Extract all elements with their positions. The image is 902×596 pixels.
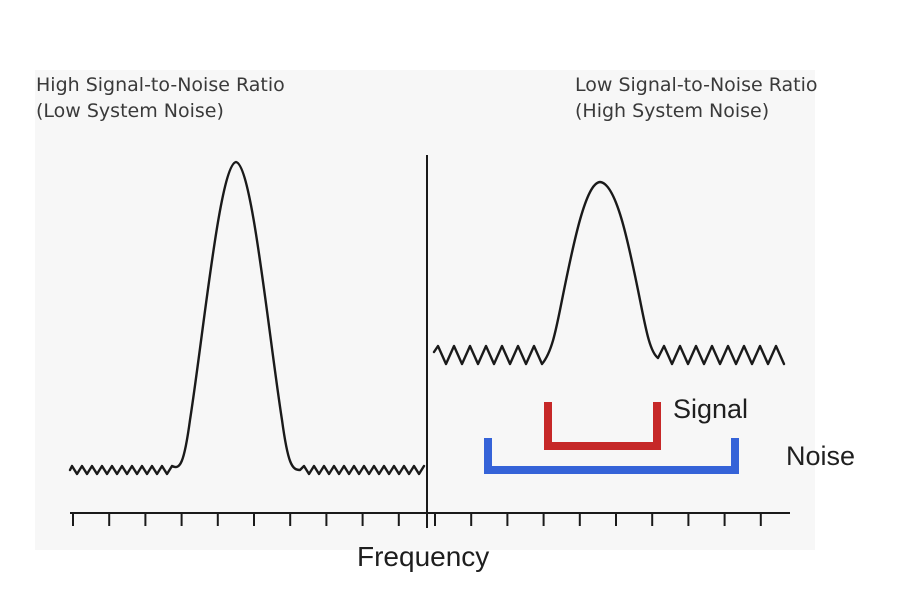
signal-bracket [544,402,661,450]
left-subtitle-line: (Low System Noise) [36,100,224,122]
x-axis-label: Frequency [357,541,490,572]
right-subtitle-line: (High System Noise) [575,100,770,122]
x-axis-ticks [72,513,762,526]
left-panel-title: High Signal-to-Noise Ratio (Low System N… [36,72,285,124]
noise-bracket [484,438,739,474]
noise-label: Noise [786,441,856,471]
right-title-line: Low Signal-to-Noise Ratio [575,74,818,96]
right-panel-title: Low Signal-to-Noise Ratio (High System N… [575,72,817,124]
right-signal-curve [432,180,786,366]
signal-label: Signal [673,394,749,424]
left-signal-curve [68,160,426,476]
left-title-line: High Signal-to-Noise Ratio [36,74,285,96]
